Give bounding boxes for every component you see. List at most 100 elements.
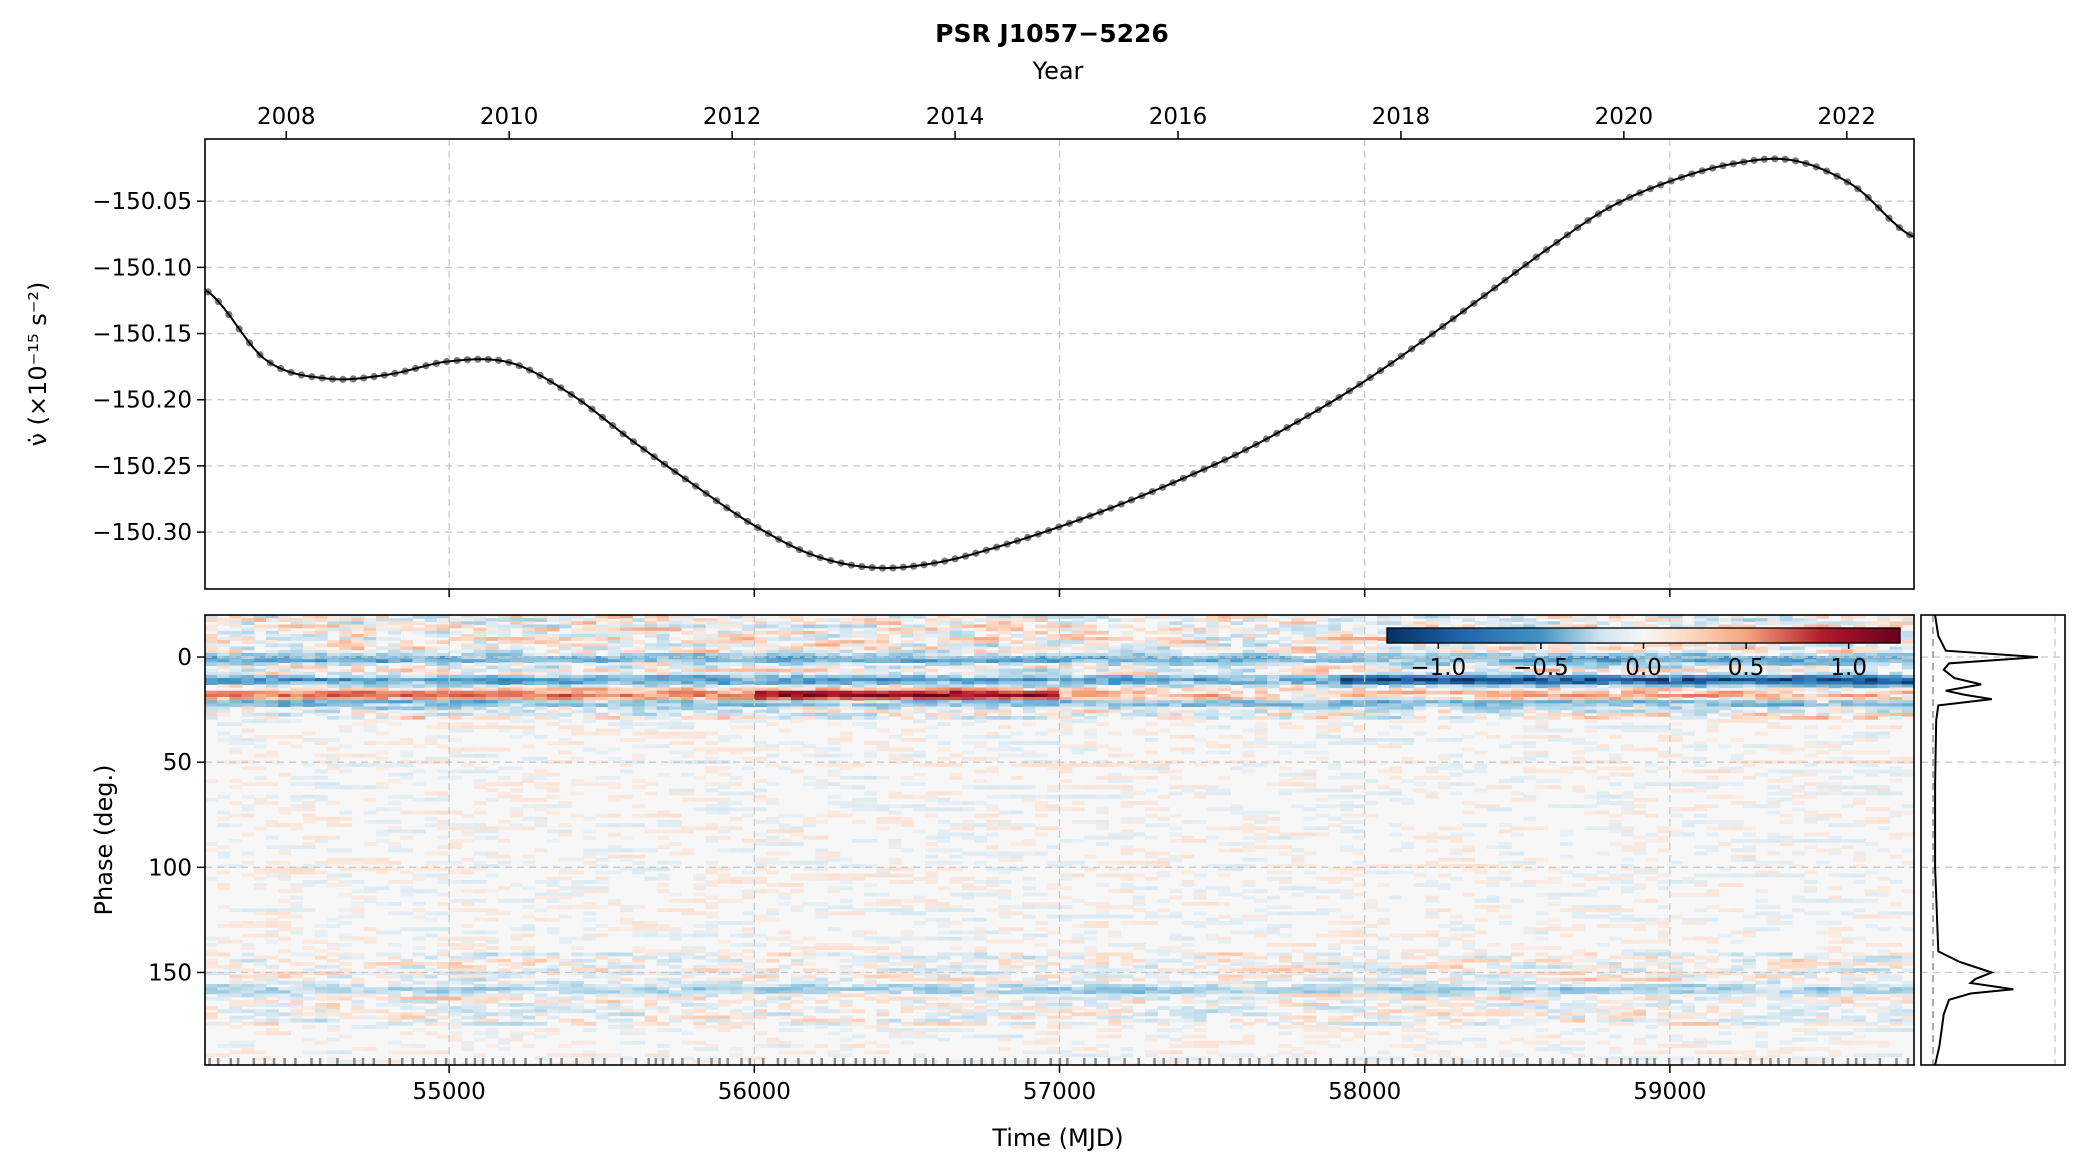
heatmap-cell: [1352, 652, 1366, 657]
heatmap-cell: [290, 690, 304, 695]
heatmap-cell: [1743, 678, 1756, 682]
heatmap-cell: [400, 706, 414, 711]
heatmap-cell: [949, 681, 963, 685]
heatmap-cell: [864, 693, 877, 698]
heatmap-cell: [1511, 671, 1524, 676]
heatmap-cell: [1291, 659, 1305, 663]
heatmap-cell: [1145, 674, 1158, 679]
heatmap-cell: [668, 788, 682, 793]
heatmap-cell: [961, 706, 975, 711]
heatmap-cell: [668, 662, 682, 667]
heatmap-cell: [266, 734, 279, 739]
heatmap-cell: [1828, 697, 1842, 701]
heatmap-cell: [1303, 615, 1317, 619]
heatmap-cell: [729, 709, 743, 714]
heatmap-cell: [1865, 671, 1878, 676]
heatmap-cell: [1279, 615, 1292, 619]
heatmap-cell: [1145, 668, 1158, 673]
heatmap-cell: [1669, 697, 1683, 701]
heatmap-cell: [937, 741, 951, 745]
heatmap-cell: [729, 750, 743, 755]
heatmap-cell: [961, 621, 975, 626]
heatmap-cell: [1303, 715, 1317, 720]
heatmap-cell: [559, 703, 572, 708]
heatmap-cell: [583, 652, 597, 657]
heatmap-cell: [778, 652, 792, 657]
heatmap-cell: [339, 633, 353, 638]
heatmap-cell: [974, 643, 987, 648]
heatmap-cell: [681, 703, 694, 708]
heatmap-cell: [314, 706, 328, 711]
heatmap-cell: [1096, 775, 1109, 780]
heatmap-cell: [1743, 674, 1756, 679]
heatmap-cell: [1828, 649, 1842, 654]
heatmap-cell: [961, 722, 975, 726]
heatmap-cell: [1279, 741, 1292, 745]
heatmap-cell: [522, 744, 536, 749]
heatmap-cell: [1035, 659, 1048, 663]
heatmap-cell: [436, 621, 450, 626]
heatmap-cell: [1450, 738, 1463, 742]
heatmap-cell: [827, 652, 841, 657]
heatmap-cell: [1486, 734, 1500, 739]
heatmap-cell: [815, 624, 829, 629]
heatmap-cell: [1853, 791, 1866, 796]
heatmap-cell: [1706, 690, 1720, 695]
heatmap-cell: [375, 766, 389, 771]
heatmap-cell: [1437, 763, 1451, 767]
heatmap-cell: [1804, 678, 1817, 682]
heatmap-cell: [925, 659, 938, 663]
heatmap-cell: [1584, 747, 1598, 752]
heatmap-cell: [1071, 747, 1085, 752]
heatmap-cell: [1303, 697, 1317, 701]
heatmap-cell: [583, 618, 597, 622]
heatmap-cell: [1486, 684, 1500, 689]
heatmap-cell: [974, 649, 987, 654]
heatmap-cell: [522, 719, 536, 723]
heatmap-cell: [1816, 744, 1830, 749]
heatmap-cell: [656, 662, 670, 667]
heatmap-cell: [754, 693, 768, 698]
heatmap-cell: [253, 766, 267, 771]
nudot-y-ticks: −150.05−150.10−150.15−150.20−150.25−150.…: [92, 189, 205, 546]
heatmap-cell: [620, 674, 633, 679]
heatmap-cell: [1450, 706, 1463, 711]
heatmap-cell: [1035, 763, 1048, 767]
heatmap-cell: [1511, 697, 1524, 701]
heatmap-cell: [400, 775, 414, 780]
heatmap-cell: [1523, 728, 1537, 733]
heatmap-cell: [1779, 706, 1793, 711]
heatmap-cell: [1096, 637, 1109, 641]
heatmap-cell: [1450, 766, 1463, 771]
heatmap-cell: [1523, 678, 1537, 682]
heatmap-cell: [900, 703, 914, 708]
heatmap-cell: [1889, 656, 1903, 660]
heatmap-cell: [1071, 703, 1085, 708]
heatmap-cell: [1413, 615, 1427, 619]
heatmap-cell: [1901, 693, 1914, 698]
heatmap-cell: [473, 706, 487, 711]
heatmap-cell: [1035, 715, 1048, 720]
heatmap-cell: [217, 684, 230, 689]
heatmap-cell: [815, 633, 829, 638]
heatmap-cell: [949, 700, 963, 704]
heatmap-cell: [546, 624, 560, 629]
heatmap-cell: [1315, 627, 1329, 632]
heatmap-cell: [546, 741, 560, 745]
heatmap-cell: [546, 674, 560, 679]
heatmap-cell: [388, 715, 401, 720]
heatmap-cell: [607, 668, 621, 673]
heatmap-cell: [1120, 662, 1134, 667]
heatmap-cell: [754, 700, 768, 704]
heatmap-cell: [1291, 709, 1305, 714]
heatmap-cell: [1523, 671, 1537, 676]
heatmap-cell: [644, 703, 658, 708]
heatmap-cell: [1877, 618, 1891, 622]
heatmap-cell: [1071, 630, 1085, 635]
heatmap-cell: [1767, 706, 1781, 711]
heatmap-cell: [1071, 668, 1085, 673]
heatmap-cell: [961, 640, 975, 644]
heatmap-cell: [961, 637, 975, 641]
heatmap-cell: [1193, 684, 1207, 689]
heatmap-cell: [1437, 662, 1451, 667]
